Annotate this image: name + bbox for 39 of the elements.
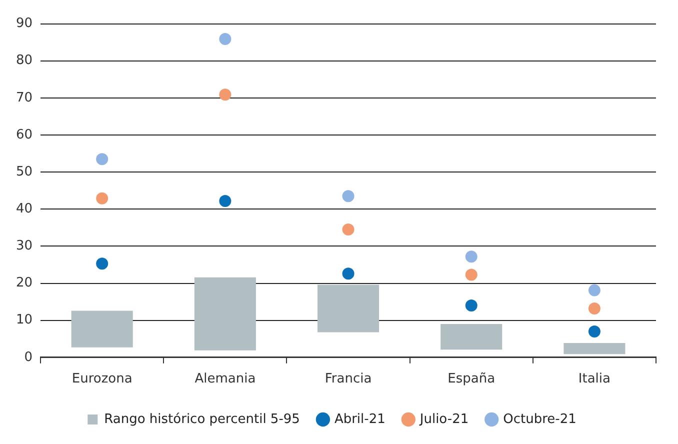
x-tick-label: Italia — [578, 372, 610, 387]
point — [96, 192, 108, 204]
point — [588, 284, 600, 296]
bar — [564, 342, 626, 354]
legend-label: Abril-21 — [334, 412, 386, 427]
x-tick-label: Francia — [324, 372, 372, 387]
y-tick-label: 0 — [24, 350, 33, 365]
point — [342, 268, 354, 280]
point — [588, 325, 600, 338]
point — [96, 153, 108, 166]
point — [219, 88, 232, 101]
point — [96, 258, 108, 270]
point — [219, 194, 232, 207]
y-tick-label: 60 — [16, 127, 33, 142]
x-tick-label: España — [448, 372, 496, 387]
point — [465, 268, 478, 281]
point — [342, 224, 354, 236]
y-tick-label: 80 — [16, 53, 33, 68]
legend-label: Julio-21 — [418, 412, 469, 427]
y-tick-label: 30 — [16, 238, 33, 254]
point — [342, 190, 354, 202]
legend-label: Rango histórico percentil 5-95 — [104, 412, 300, 427]
point — [465, 300, 478, 312]
bar — [71, 310, 133, 348]
y-tick-label: 70 — [16, 90, 33, 106]
y-tick-label: 10 — [16, 312, 33, 328]
point — [219, 33, 232, 45]
bar — [440, 324, 502, 350]
y-tick-label: 20 — [16, 276, 33, 291]
legend-label: Octubre-21 — [503, 412, 576, 427]
point — [588, 302, 600, 314]
y-tick-label: 50 — [16, 164, 33, 180]
y-tick-label: 90 — [16, 16, 33, 32]
bar — [318, 284, 380, 332]
y-tick-label: 40 — [16, 202, 33, 217]
bar — [194, 277, 256, 350]
x-tick-label: Eurozona — [72, 372, 132, 387]
point — [465, 250, 478, 263]
x-tick-label: Alemania — [194, 372, 256, 387]
